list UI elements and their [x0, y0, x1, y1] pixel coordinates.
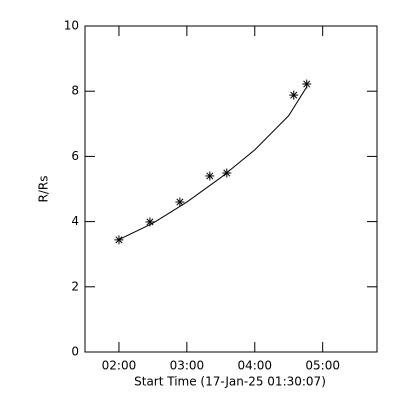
data-point	[289, 90, 299, 100]
y-tick-label: 0	[71, 345, 79, 359]
data-point	[114, 235, 124, 245]
x-tick-label: 02:00	[102, 359, 137, 373]
x-tick-label: 05:00	[305, 359, 340, 373]
asterisk-stroke	[206, 172, 214, 180]
data-point	[175, 197, 185, 207]
fit-curve	[118, 86, 308, 240]
y-tick-label: 6	[71, 149, 79, 163]
asterisk-stroke	[146, 218, 154, 226]
x-tick-label: 03:00	[170, 359, 205, 373]
asterisk-stroke	[303, 80, 311, 88]
data-point	[205, 171, 215, 181]
asterisk-stroke	[290, 91, 298, 99]
x-tick-label: 04:00	[237, 359, 272, 373]
y-tick-label: 10	[64, 19, 79, 33]
asterisk-stroke	[115, 236, 123, 244]
plot-frame	[84, 25, 378, 353]
y-tick-label: 8	[71, 84, 79, 98]
y-axis-label: R/Rs	[37, 176, 51, 203]
y-tick-label: 2	[71, 279, 79, 293]
y-tick-label: 4	[71, 214, 79, 228]
x-axis-label: Start Time (17-Jan-25 01:30:07)	[134, 375, 326, 389]
asterisk-stroke	[176, 198, 184, 206]
